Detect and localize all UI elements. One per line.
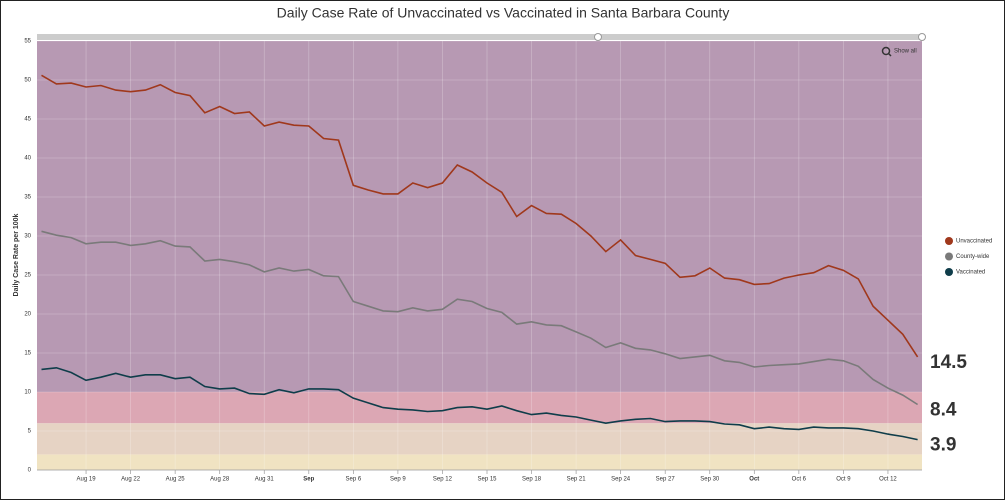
x-tick-label: Aug 28 [210, 477, 230, 483]
y-tick-label: 10 [24, 390, 31, 396]
navigator [37, 34, 922, 40]
legend-marker [945, 237, 953, 245]
legend-label: Vaccinated [956, 270, 985, 276]
y-tick-label: 15 [24, 351, 31, 357]
x-tick-label: Oct [749, 477, 759, 483]
x-tick-label: Sep 9 [390, 477, 406, 483]
y-axis-label: Daily Case Rate per 100k [13, 213, 20, 296]
end-value-label: 14.5 [930, 352, 967, 373]
x-tick-label: Sep 21 [567, 477, 587, 483]
y-tick-label: 50 [24, 78, 31, 84]
navigator-handle[interactable] [594, 33, 602, 41]
x-tick-label: Aug 31 [255, 477, 275, 483]
chart-title: Daily Case Rate of Unvaccinated vs Vacci… [277, 5, 730, 21]
x-tick-label: Sep 12 [433, 477, 453, 483]
x-tick-label: Sep 24 [611, 477, 631, 483]
threshold-band [37, 41, 922, 392]
y-tick-label: 5 [28, 429, 32, 435]
x-tick-label: Sep 18 [522, 477, 542, 483]
y-tick-label: 0 [28, 468, 32, 474]
y-tick-label: 40 [24, 156, 31, 162]
navigator-handle[interactable] [918, 33, 926, 41]
series-line [41, 230, 919, 406]
end-value-label: 3.9 [930, 435, 956, 456]
x-tick-label: Sep [303, 477, 314, 483]
zoom-icon [887, 52, 892, 57]
y-tick-label: 35 [24, 195, 31, 201]
x-tick-label: Sep 6 [346, 477, 362, 483]
series-line [41, 366, 918, 441]
reset-button[interactable]: Show all [881, 46, 917, 57]
x-tick-label: Sep 30 [700, 477, 720, 483]
series-line [41, 74, 919, 358]
x-tick-label: Sep 15 [477, 477, 497, 483]
x-tick-label: Oct 12 [879, 477, 897, 483]
x-tick-label: Oct 9 [836, 477, 851, 483]
x-tick-label: Sep 27 [656, 477, 676, 483]
threshold-band [37, 454, 922, 470]
x-tick-label: Oct 6 [792, 477, 807, 483]
threshold-band [37, 423, 922, 455]
legend-label: Unvaccinated [956, 239, 992, 245]
legend-marker [945, 268, 953, 276]
legend-label: County-wide [956, 254, 990, 260]
end-value-label: 8.4 [930, 399, 957, 420]
zoom-icon [881, 46, 891, 56]
plot-area: 0 5 10 15 20 25 30 35 40 45 50 55 Aug 19 Aug 22 Aug 25… [24, 39, 922, 483]
x-tick-label: Aug 25 [166, 477, 186, 483]
x-tick-label: Aug 22 [121, 477, 141, 483]
y-tick-label: 55 [24, 39, 31, 45]
reset-button-label[interactable]: Show all [894, 49, 917, 55]
x-tick-label: Aug 19 [77, 477, 97, 483]
y-tick-label: 45 [24, 117, 31, 123]
y-tick-label: 30 [24, 234, 31, 240]
legend-marker [945, 252, 953, 261]
y-tick-label: 25 [24, 273, 31, 279]
y-tick-label: 20 [24, 312, 31, 318]
